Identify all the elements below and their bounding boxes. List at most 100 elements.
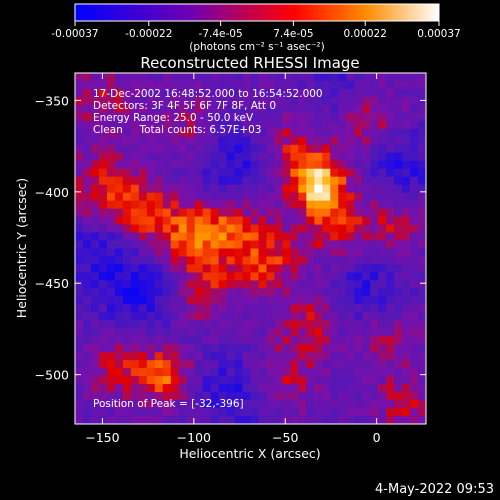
heatmap-cell [410, 184, 419, 194]
heatmap-cell [266, 104, 276, 114]
heatmap-cell [298, 152, 307, 162]
heatmap-cell [75, 328, 84, 337]
heatmap-cell [402, 376, 411, 385]
heatmap-cell [162, 184, 172, 194]
heatmap-cell [370, 112, 379, 122]
heatmap-cell [234, 120, 244, 130]
heatmap-cell [242, 96, 252, 106]
heatmap-cell [162, 152, 172, 162]
heatmap-cell [394, 232, 403, 242]
heatmap-cell [202, 120, 212, 130]
heatmap-cell [242, 136, 252, 146]
heatmap-cell [250, 176, 260, 186]
heatmap-cell [394, 136, 403, 146]
heatmap-cell [402, 352, 411, 361]
heatmap-cell [75, 400, 84, 409]
heatmap-cell [266, 80, 276, 90]
heatmap-cell [394, 88, 403, 98]
heatmap-cell [354, 144, 363, 154]
heatmap-cell [178, 176, 188, 186]
heatmap-cell [130, 336, 140, 345]
heatmap-cell [370, 152, 379, 162]
heatmap-cell [234, 232, 244, 242]
heatmap-cell [274, 368, 284, 377]
heatmap-cell [82, 112, 92, 122]
heatmap-cell [266, 216, 276, 226]
heatmap-cell [298, 184, 307, 194]
heatmap-cell [202, 368, 212, 377]
heatmap-cell [178, 184, 188, 194]
heatmap-cell [346, 328, 355, 337]
heatmap-cell [306, 296, 315, 305]
heatmap-cell [138, 136, 148, 146]
heatmap-cell [234, 192, 244, 202]
heatmap-cell [82, 176, 92, 186]
heatmap-cell [362, 416, 371, 424]
heatmap-cell [114, 120, 124, 130]
heatmap-cell [106, 73, 116, 82]
heatmap-cell [210, 408, 220, 417]
heatmap-cell [146, 200, 156, 210]
heatmap-cell [354, 304, 363, 313]
heatmap-cell [114, 192, 124, 202]
heatmap-cell [234, 184, 244, 194]
heatmap-cell [170, 408, 180, 417]
heatmap-cell [250, 400, 260, 409]
heatmap-cell [410, 136, 419, 146]
heatmap-cell [362, 344, 371, 353]
heatmap-cell [298, 384, 307, 393]
heatmap-cell [122, 160, 132, 170]
heatmap-cell [178, 320, 188, 329]
heatmap-cell [98, 80, 108, 90]
heatmap-cell [338, 416, 347, 424]
heatmap-cell [274, 136, 284, 146]
heatmap-cell [186, 296, 196, 305]
heatmap-cell [242, 73, 252, 82]
heatmap-cell [418, 408, 426, 417]
heatmap-cell [306, 200, 315, 210]
heatmap-cell [394, 120, 403, 130]
heatmap-cell [266, 232, 276, 242]
heatmap-cell [98, 96, 108, 106]
heatmap-cell [346, 120, 355, 130]
heatmap-cell [290, 80, 299, 90]
heatmap-cell [234, 240, 244, 250]
heatmap-cell [282, 80, 291, 90]
heatmap-cell [106, 80, 116, 90]
heatmap-cell [162, 176, 172, 186]
heatmap-cell [290, 296, 299, 305]
heatmap-cell [90, 264, 100, 274]
heatmap-cell [194, 152, 204, 162]
y-axis: −350−400−450−500 [35, 93, 426, 383]
heatmap-cell [258, 176, 268, 186]
heatmap-cell [114, 136, 124, 146]
heatmap-cell [234, 136, 244, 146]
heatmap-cell [306, 352, 315, 361]
heatmap-cell [338, 408, 347, 417]
heatmap-cell [290, 248, 299, 258]
heatmap-cell [274, 288, 284, 297]
heatmap-cell [410, 232, 419, 242]
heatmap-cell [362, 112, 371, 122]
heatmap-cell [226, 128, 236, 138]
heatmap-cell [250, 248, 260, 258]
heatmap-cell [130, 344, 140, 353]
heatmap-cell [130, 272, 140, 282]
heatmap-cell [418, 304, 426, 313]
heatmap-cell [306, 400, 315, 409]
heatmap-cell [234, 80, 244, 90]
heatmap-cell [330, 288, 339, 297]
heatmap-cell [250, 168, 260, 178]
heatmap-cell [234, 128, 244, 138]
heatmap-cell [178, 272, 188, 282]
heatmap-cell [170, 248, 180, 258]
heatmap-cell [202, 392, 212, 401]
heatmap-cell [354, 73, 363, 82]
heatmap-cell [186, 344, 196, 353]
heatmap-cell [306, 208, 315, 218]
heatmap-cell [330, 232, 339, 242]
heatmap-cell [274, 168, 284, 178]
heatmap-cell [242, 336, 252, 345]
heatmap-cell [170, 232, 180, 242]
heatmap-cell [314, 360, 323, 369]
